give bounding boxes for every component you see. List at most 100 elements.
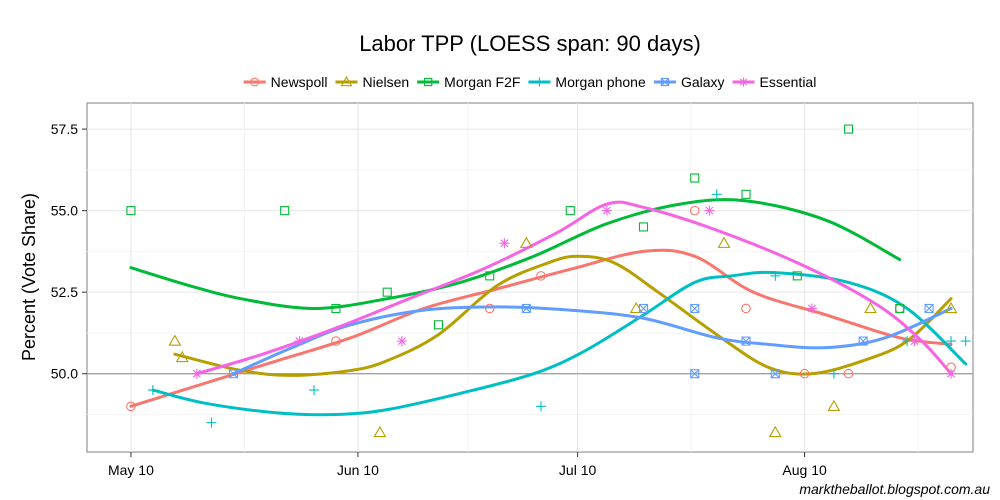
marker-triangle bbox=[175, 350, 189, 363]
marker-star-d2 bbox=[192, 369, 201, 378]
point-galaxy bbox=[638, 303, 649, 314]
trend-line-essential bbox=[195, 200, 953, 376]
point-essential bbox=[499, 238, 510, 249]
marker-triangle bbox=[864, 301, 877, 314]
marker-box bbox=[228, 369, 238, 379]
legend-item-nielsen: Nielsen bbox=[335, 74, 409, 90]
point-morgan-phone bbox=[770, 270, 781, 281]
legend-marker bbox=[340, 75, 353, 87]
trend-line-morgan-phone bbox=[151, 270, 968, 417]
marker-square bbox=[433, 320, 444, 330]
marker-square bbox=[565, 206, 575, 216]
trend-line-galaxy bbox=[231, 305, 953, 376]
marker-circle bbox=[689, 205, 700, 216]
point-galaxy bbox=[521, 303, 531, 314]
marker-x2 bbox=[741, 336, 751, 346]
marker-triangle bbox=[340, 75, 353, 87]
legend-marker bbox=[534, 77, 544, 87]
marker-star-d2 bbox=[397, 337, 406, 346]
marker-star-d2 bbox=[602, 206, 611, 215]
marker-circle bbox=[250, 77, 260, 87]
point-morgan-f2f bbox=[485, 271, 495, 281]
marker-circle bbox=[126, 401, 136, 412]
marker-x2 bbox=[639, 304, 648, 313]
legend-label: Nielsen bbox=[362, 74, 409, 90]
y-axis-title: Percent (Vote Share) bbox=[19, 193, 39, 361]
point-nielsen bbox=[373, 425, 387, 438]
point-morgan-f2f bbox=[565, 206, 575, 216]
marker-triangle bbox=[827, 399, 841, 412]
marker-x2 bbox=[770, 369, 780, 379]
point-morgan-f2f bbox=[126, 206, 136, 216]
marker-box bbox=[858, 336, 868, 346]
marker-triangle bbox=[519, 236, 533, 248]
marker-x2 bbox=[660, 78, 669, 86]
marker-square bbox=[485, 271, 495, 281]
point-morgan-f2f bbox=[895, 303, 905, 314]
marker-star-d2 bbox=[705, 206, 714, 215]
x-tick-label: May 10 bbox=[108, 462, 154, 478]
legend-label: Galaxy bbox=[681, 74, 725, 90]
legend-item-essential: Essential bbox=[732, 74, 816, 90]
point-nielsen bbox=[519, 236, 533, 248]
marker-circle bbox=[331, 336, 341, 346]
point-essential bbox=[601, 205, 612, 216]
point-essential bbox=[294, 336, 305, 347]
marker-star-d2 bbox=[295, 337, 304, 346]
point-morgan-f2f bbox=[331, 303, 341, 314]
y-axis: 50.0 52.5 55.0 57.5 bbox=[51, 121, 87, 382]
point-galaxy bbox=[924, 303, 934, 314]
legend-item-newspoll: Newspoll bbox=[243, 74, 327, 90]
marker-triangle bbox=[944, 301, 958, 314]
x-tick-label: Aug 10 bbox=[782, 462, 827, 478]
point-nielsen bbox=[827, 399, 841, 412]
point-morgan-phone bbox=[308, 385, 319, 396]
point-newspoll bbox=[843, 368, 854, 379]
point-nielsen bbox=[168, 334, 182, 346]
legend-label: Morgan F2F bbox=[444, 74, 520, 90]
credit-text: marktheballot.blogspot.com.au bbox=[799, 481, 990, 497]
marker-box bbox=[770, 369, 780, 379]
point-morgan-phone bbox=[206, 417, 217, 428]
marker-circle bbox=[741, 303, 751, 314]
marker-star-d2 bbox=[910, 337, 919, 346]
point-morgan-f2f bbox=[741, 189, 751, 199]
point-morgan-phone bbox=[711, 189, 722, 200]
point-essential bbox=[396, 336, 407, 347]
y-tick-label: 52.5 bbox=[51, 284, 78, 300]
point-newspoll bbox=[689, 205, 700, 216]
trend-line-morgan-f2f bbox=[129, 198, 902, 310]
point-essential bbox=[946, 368, 957, 379]
point-morgan-f2f bbox=[382, 287, 392, 297]
marker-square bbox=[843, 124, 854, 134]
marker-square bbox=[690, 173, 700, 183]
point-essential bbox=[806, 303, 817, 314]
x-tick-label: Jun 10 bbox=[337, 462, 379, 478]
marker-x2 bbox=[521, 304, 531, 313]
point-nielsen bbox=[717, 236, 731, 248]
point-morgan-f2f bbox=[843, 124, 854, 134]
point-morgan-phone bbox=[960, 336, 971, 347]
point-galaxy bbox=[690, 303, 700, 314]
point-morgan-phone bbox=[828, 368, 839, 379]
chart-title: Labor TPP (LOESS span: 90 days) bbox=[359, 31, 701, 56]
marker-square bbox=[424, 77, 433, 87]
point-essential bbox=[191, 368, 202, 379]
point-galaxy bbox=[690, 369, 700, 379]
point-morgan-f2f bbox=[792, 271, 802, 281]
point-morgan-f2f bbox=[690, 173, 700, 183]
marker-x2 bbox=[690, 304, 700, 313]
marker-box bbox=[690, 303, 700, 314]
point-morgan-phone bbox=[946, 336, 957, 347]
point-newspoll bbox=[126, 401, 136, 412]
marker-square bbox=[792, 271, 802, 281]
point-newspoll bbox=[799, 368, 810, 379]
y-tick-label: 57.5 bbox=[51, 121, 78, 137]
marker-square bbox=[895, 303, 905, 314]
legend-marker bbox=[424, 77, 433, 87]
marker-triangle bbox=[768, 425, 782, 438]
x-axis: May 10 Jun 10 Jul 10 Aug 10 bbox=[108, 452, 827, 478]
marker-square bbox=[280, 206, 290, 216]
point-nielsen bbox=[944, 301, 958, 314]
plot-panel bbox=[86, 102, 974, 453]
